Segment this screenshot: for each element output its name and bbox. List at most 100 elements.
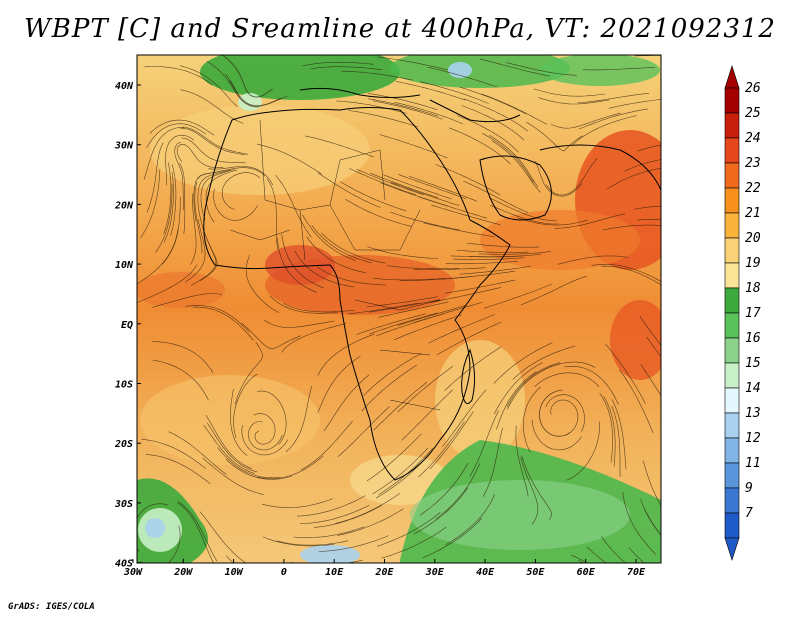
streamline: [363, 352, 422, 396]
streamline: [506, 62, 577, 76]
colorbar-label: 16: [745, 331, 761, 346]
colorbar-swatch: [724, 487, 740, 514]
colorbar-label: 19: [745, 256, 761, 271]
map-plot-area: [137, 55, 661, 563]
streamline: [461, 105, 525, 141]
streamline: [507, 363, 560, 410]
streamline: [491, 140, 541, 193]
lat-tick-label: 40N: [115, 81, 134, 92]
streamline: [144, 66, 213, 86]
streamline: [336, 100, 408, 114]
streamline: [179, 162, 186, 235]
streamline: [578, 108, 648, 130]
streamline: [377, 56, 449, 71]
streamline: [398, 174, 467, 200]
streamline: [602, 224, 661, 231]
streamline: [608, 99, 661, 109]
streamline: [241, 424, 289, 456]
colorbar-label: 14: [745, 381, 761, 396]
streamline: [400, 276, 473, 281]
streamline: [262, 536, 334, 547]
streamline: [516, 217, 588, 226]
lon-tick-label: 30E: [425, 567, 445, 578]
streamline: [176, 144, 224, 168]
streamline: [435, 164, 501, 196]
colorbar-label: 9: [745, 481, 753, 496]
streamline: [190, 193, 197, 265]
colorbar-label: 20: [745, 231, 761, 246]
streamline: [429, 411, 474, 470]
streamline: [369, 299, 441, 313]
streamline: [137, 228, 179, 285]
country-borders: [229, 119, 441, 411]
streamline: [185, 305, 250, 333]
colorbar-top-arrow: [724, 65, 740, 89]
streamline: [393, 314, 462, 341]
streamline: [481, 93, 547, 125]
streamline: [586, 546, 607, 563]
streamline: [545, 394, 585, 432]
colorbar-label: 24: [745, 131, 761, 146]
streamline: [317, 355, 361, 413]
streamline: [257, 455, 324, 479]
streamline: [463, 98, 529, 132]
streamline: [203, 424, 255, 474]
streamline: [565, 421, 600, 481]
colorbar-swatch: [724, 337, 740, 364]
streamline: [538, 97, 610, 105]
streamline: [606, 167, 661, 190]
streamline: [174, 141, 184, 211]
streamline: [264, 319, 335, 328]
streamline: [534, 372, 600, 388]
streamline: [294, 251, 355, 288]
colorbar-swatch: [724, 237, 740, 264]
streamline: [554, 213, 626, 229]
streamline: [281, 323, 347, 353]
streamline: [225, 73, 281, 107]
streamline: [444, 279, 516, 294]
streamline: [208, 166, 274, 186]
streamline: [348, 110, 419, 128]
streamline: [269, 295, 338, 314]
streamline: [445, 494, 495, 546]
plot-frame: [136, 54, 662, 564]
lon-tick-label: 30W: [123, 567, 143, 578]
streamline: [321, 232, 386, 264]
streamline: [483, 283, 552, 309]
streamline: [199, 511, 247, 563]
streamline: [334, 493, 400, 524]
colorbar-swatch: [724, 412, 740, 439]
streamline: [337, 406, 390, 457]
streamline: [550, 399, 579, 437]
streamline: [622, 492, 657, 555]
streamline: [275, 175, 312, 238]
streamline: [413, 267, 486, 270]
streamline: [356, 168, 425, 196]
streamline: [194, 181, 203, 254]
colorbar-swatch: [724, 387, 740, 414]
colorbar-swatch: [724, 312, 740, 339]
streamline: [634, 55, 661, 57]
streamline: [639, 316, 661, 346]
streamline: [611, 405, 621, 477]
colorbar-swatch: [724, 462, 740, 489]
colorbar-label: 26: [745, 81, 761, 96]
streamline: [291, 559, 363, 563]
streamline: [178, 501, 218, 562]
streamline: [306, 236, 367, 274]
streamline: [468, 253, 541, 257]
lon-tick-label: 40E: [476, 567, 495, 578]
streamline: [170, 164, 177, 236]
streamline: [206, 61, 260, 108]
streamline: [349, 168, 417, 196]
streamline: [582, 67, 655, 71]
streamline: [577, 560, 584, 563]
streamline: [419, 462, 469, 516]
axis-ticks: 30W 20W 10W 0 10E 20E 30E 40E 50E 60E 70E 40N 30N 20N…: [114, 81, 646, 578]
streamline: [165, 134, 194, 186]
streamline: [225, 459, 293, 480]
streamline: [577, 93, 650, 103]
streamline: [180, 89, 244, 124]
streamline: [190, 228, 217, 286]
colorbar-swatch: [724, 512, 740, 539]
